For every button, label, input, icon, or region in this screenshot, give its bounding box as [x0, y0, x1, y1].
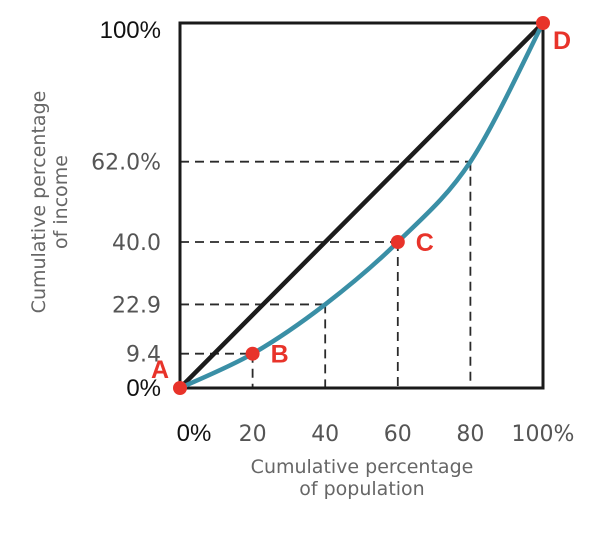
x-axis-title-line-1: of population [299, 478, 424, 500]
point-label-b: B [271, 341, 289, 369]
tick-labels: 0% 20 40 60 80 100% 0% 9.4 22.9 40.0 62.0% 100% [91, 17, 574, 447]
y-tick-40: 40.0 [112, 231, 161, 256]
y-tick-9.4: 9.4 [126, 343, 161, 368]
point-label-d: D [553, 27, 571, 55]
y-tick-100: 100% [100, 17, 161, 44]
x-axis-title-line-0: Cumulative percentage [251, 456, 474, 478]
x-tick-20: 20 [239, 422, 267, 447]
point-d [536, 16, 550, 30]
plot-frame [178, 21, 545, 390]
x-tick-0: 0% [177, 420, 212, 447]
point-b [245, 346, 260, 361]
x-tick-100: 100% [512, 422, 575, 447]
y-tick-62: 62.0% [91, 151, 161, 176]
x-tick-40: 40 [311, 422, 339, 447]
axes-frame [178, 21, 545, 390]
x-tick-60: 60 [384, 422, 412, 447]
labelled-points: A B C D [151, 16, 571, 395]
y-tick-22.9: 22.9 [112, 293, 161, 318]
point-a [173, 381, 187, 395]
y-axis-title-line-0: Cumulative percentage [28, 91, 50, 314]
y-tick-0: 0% [126, 375, 161, 402]
point-label-c: C [416, 229, 434, 257]
y-axis-title-line-1: of income [50, 155, 72, 249]
x-tick-80: 80 [456, 422, 484, 447]
chart-series [177, 20, 546, 391]
point-c [390, 235, 405, 249]
guide-lines [180, 160, 472, 388]
point-label-a: A [151, 356, 169, 384]
line-of-equality [177, 20, 546, 391]
